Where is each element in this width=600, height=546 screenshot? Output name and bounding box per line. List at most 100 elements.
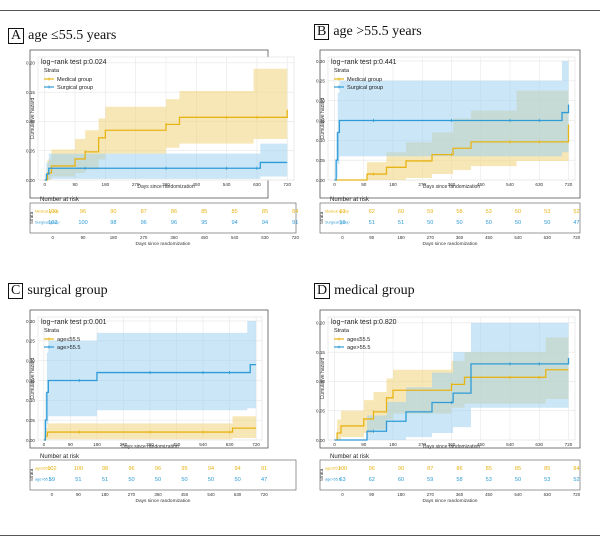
x-tick-label: 630 <box>535 442 543 447</box>
risk-strata-label: Strata <box>319 468 324 481</box>
x-tick-label: 720 <box>252 442 260 447</box>
risk-count: 50 <box>427 220 433 226</box>
risk-x-tick: 180 <box>101 492 109 497</box>
risk-count: 50 <box>181 477 187 483</box>
y-axis-title: Cumulative hazard <box>30 357 36 399</box>
top-rule <box>0 10 600 11</box>
y-tick-label: 0.00 <box>316 178 325 183</box>
x-tick-label: 720 <box>283 182 291 187</box>
risk-x-tick: 360 <box>456 235 464 240</box>
risk-x-tick: 90 <box>76 492 81 497</box>
x-tick-label: 180 <box>389 182 397 187</box>
risk-x-tick: 90 <box>369 492 374 497</box>
risk-x-tick: 630 <box>544 492 552 497</box>
panel-d: 0.00 0.05 0.10 0.15 0.20 0 90 180 270 360 450 540 63… <box>316 309 581 504</box>
risk-x-tick: 540 <box>514 235 522 240</box>
x-tick-label: 720 <box>565 182 573 187</box>
y-tick-label: 0.00 <box>26 438 35 443</box>
y-tick-label: 0.15 <box>26 378 35 383</box>
ci-band-series2 <box>43 320 257 440</box>
x-tick-label: 630 <box>535 182 543 187</box>
panel-c: 0.00 0.05 0.10 0.15 0.20 0.25 0.30 0 90 180 270 360… <box>26 309 297 504</box>
risk-x-tick: 360 <box>154 492 162 497</box>
risk-x-tick: 180 <box>110 235 118 240</box>
risk-x-title: Days since randomization <box>136 241 191 247</box>
y-tick-label: 0.05 <box>316 409 325 414</box>
risk-table-title: Number at risk <box>330 454 370 460</box>
x-tick-label: 90 <box>361 442 367 447</box>
risk-count: 50 <box>515 477 521 483</box>
risk-x-tick: 270 <box>427 492 435 497</box>
logrank-text: log−rank test p:0.001 <box>41 319 107 326</box>
risk-count: 94 <box>234 466 240 472</box>
y-tick-label: 0.05 <box>26 149 35 154</box>
x-tick-label: 360 <box>448 442 456 447</box>
risk-x-tick: 270 <box>427 235 435 240</box>
x-axis-title: Days since randomization <box>423 184 480 190</box>
risk-x-tick: 720 <box>292 235 300 240</box>
risk-count: 50 <box>208 477 214 483</box>
risk-x-tick: 0 <box>341 492 344 497</box>
risk-strata-label: Strata <box>319 211 324 224</box>
risk-count: 85 <box>201 209 207 215</box>
risk-count: 96 <box>141 220 147 226</box>
risk-table-title: Number at risk <box>330 197 370 203</box>
risk-x-tick: 540 <box>231 235 239 240</box>
risk-count: 95 <box>181 466 187 472</box>
risk-count: 63 <box>339 209 345 215</box>
legend-title: Strata <box>44 68 60 74</box>
y-tick-label: 0.30 <box>26 319 35 324</box>
y-tick-label: 0.10 <box>316 379 325 384</box>
risk-count: 85 <box>232 209 238 215</box>
risk-count: 50 <box>234 477 240 483</box>
risk-row-label: Surgical group <box>325 221 349 225</box>
y-tick-label: 0.30 <box>316 59 325 64</box>
risk-count: 85 <box>515 466 521 472</box>
risk-count: 94 <box>208 466 214 472</box>
risk-strata-label: Strata <box>29 468 34 481</box>
x-tick-label: 450 <box>477 442 485 447</box>
x-tick-label: 450 <box>477 182 485 187</box>
panel-a-letter: A <box>8 28 25 44</box>
risk-x-tick: 720 <box>573 235 581 240</box>
risk-x-title: Days since randomization <box>423 241 478 247</box>
risk-count: 59 <box>427 209 433 215</box>
legend-label: Medical group <box>347 77 382 83</box>
risk-count: 58 <box>456 477 462 483</box>
risk-count: 87 <box>141 209 147 215</box>
legend-title: Strata <box>44 328 60 334</box>
risk-count: 96 <box>369 466 375 472</box>
risk-count: 100 <box>78 220 87 226</box>
risk-count: 62 <box>369 209 375 215</box>
risk-count: 96 <box>80 209 86 215</box>
y-axis-title: Cumulative hazard <box>30 97 36 139</box>
risk-count: 53 <box>486 209 492 215</box>
x-tick-label: 630 <box>226 442 234 447</box>
y-tick-label: 0.10 <box>316 138 325 143</box>
risk-x-title: Days since randomization <box>136 498 191 504</box>
x-tick-label: 270 <box>418 182 426 187</box>
risk-count: 84 <box>292 209 298 215</box>
x-tick-label: 270 <box>120 442 128 447</box>
legend-label: age>55.5 <box>57 345 81 351</box>
risk-count: 62 <box>369 477 375 483</box>
x-tick-label: 270 <box>132 182 140 187</box>
risk-x-tick: 450 <box>485 492 493 497</box>
y-tick-label: 0.05 <box>316 158 325 163</box>
risk-x-tick: 720 <box>260 492 268 497</box>
panel-c-title-text: surgical group <box>27 283 108 298</box>
risk-count: 58 <box>456 209 462 215</box>
risk-count: 50 <box>515 209 521 215</box>
x-tick-label: 270 <box>418 442 426 447</box>
risk-row-label: age>55.5 <box>325 478 341 482</box>
y-tick-label: 0.05 <box>26 418 35 423</box>
risk-count: 52 <box>573 477 579 483</box>
risk-table-frame <box>29 202 297 234</box>
risk-count: 100 <box>74 466 83 472</box>
risk-count: 60 <box>398 477 404 483</box>
risk-count: 94 <box>232 220 238 226</box>
risk-x-tick: 450 <box>181 492 189 497</box>
